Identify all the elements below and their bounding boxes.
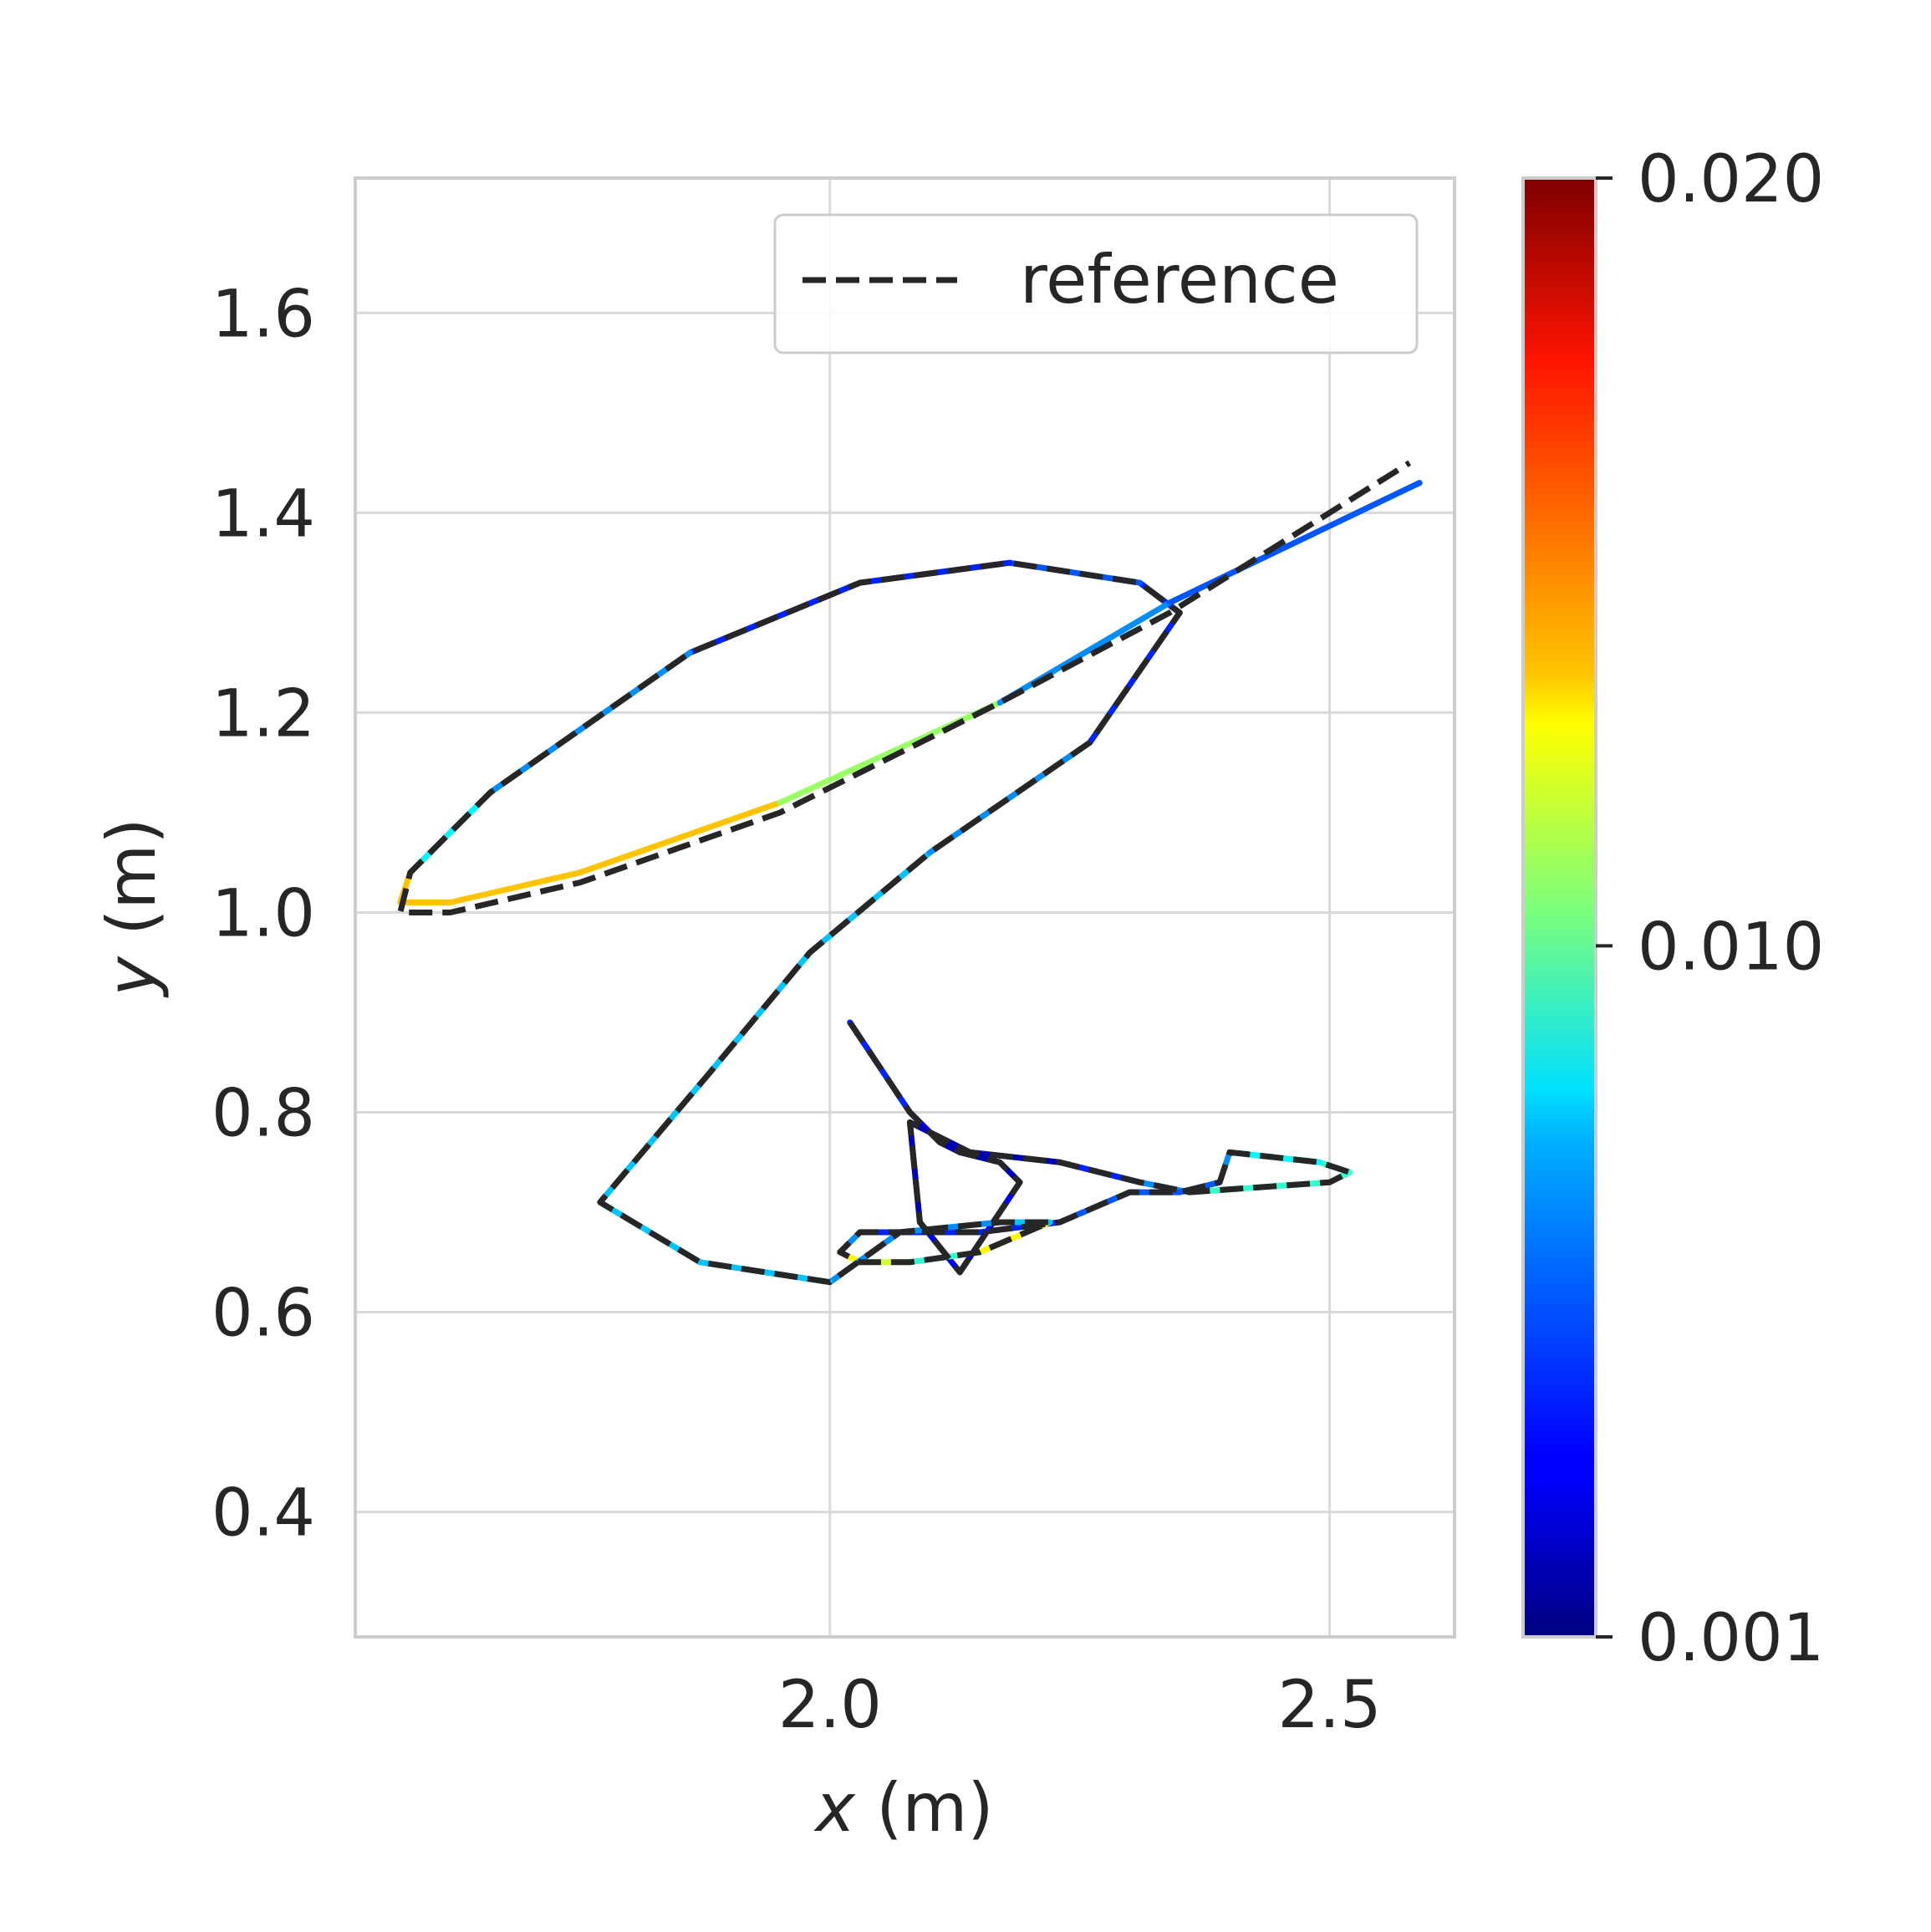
error-colored-segment bbox=[1166, 480, 1423, 606]
error-colored-segment bbox=[777, 699, 1003, 806]
colorbar-tick-label: 0.020 bbox=[1638, 142, 1824, 217]
plot-area bbox=[355, 178, 1455, 1637]
x-axis-label: x (m) bbox=[813, 1769, 993, 1847]
x-tick-label: 2.0 bbox=[778, 1668, 882, 1743]
y-tick-label: 0.6 bbox=[211, 1277, 315, 1352]
x-axis-label-var: x bbox=[813, 1769, 856, 1847]
error-colored-segment bbox=[956, 1179, 1023, 1276]
plot-frame bbox=[354, 176, 1456, 1639]
legend: reference bbox=[773, 213, 1419, 354]
error-colored-segment bbox=[897, 1219, 1003, 1236]
colorbar-ticks: 0.001 0.010 0.020 bbox=[1596, 142, 1824, 1676]
y-tick-label: 0.4 bbox=[211, 1476, 315, 1552]
error-colored-segment bbox=[447, 869, 583, 906]
y-tick-label: 1.2 bbox=[211, 676, 315, 752]
colorbar bbox=[1521, 176, 1597, 1639]
y-axis-label: y (m) bbox=[93, 818, 171, 997]
x-axis-label-unit: (m) bbox=[855, 1769, 994, 1847]
y-tick-label: 0.8 bbox=[211, 1077, 315, 1152]
x-tick-label: 2.5 bbox=[1278, 1668, 1382, 1743]
error-colored-segment bbox=[996, 599, 1173, 706]
y-tick-label: 1.6 bbox=[211, 277, 315, 352]
series-layer bbox=[397, 460, 1423, 1286]
colorbar-tick-label: 0.001 bbox=[1638, 1601, 1824, 1676]
y-tick-label: 1.0 bbox=[211, 876, 315, 951]
y-tick-label: 1.4 bbox=[211, 477, 315, 552]
y-axis-label-unit: (m) bbox=[93, 818, 171, 956]
reference-line bbox=[397, 460, 1412, 1286]
legend-box bbox=[773, 213, 1419, 354]
legend-reference-label: reference bbox=[1020, 241, 1339, 319]
error-colored-segment bbox=[906, 1119, 923, 1226]
tick-labels: 2.0 2.5 0.4 0.6 0.8 1.0 1.2 1.4 1.6 bbox=[211, 277, 1382, 1743]
error-colored-segment bbox=[577, 799, 783, 876]
y-axis-label-var: y bbox=[93, 956, 171, 998]
colorbar-tick-label: 0.010 bbox=[1638, 910, 1824, 985]
